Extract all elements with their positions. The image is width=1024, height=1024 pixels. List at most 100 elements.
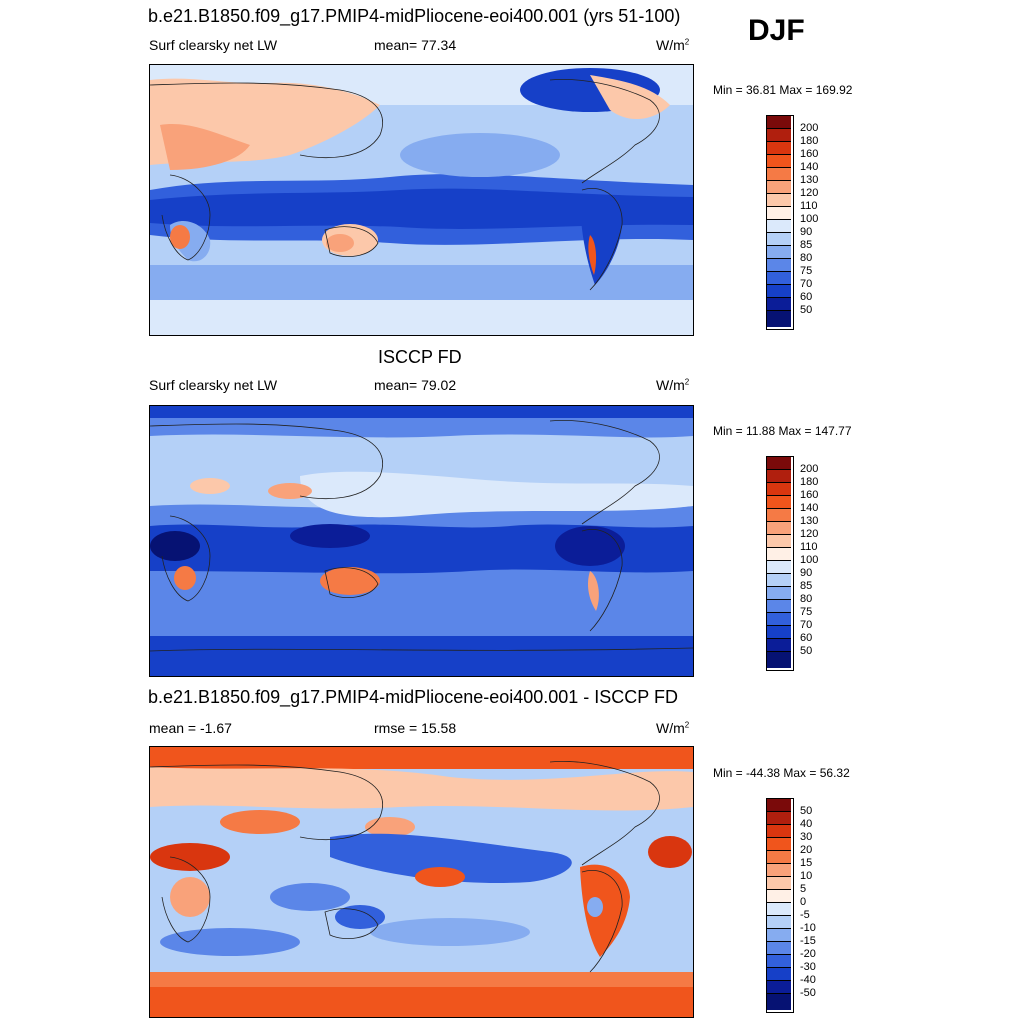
panel-2-colorbar-box: [767, 548, 791, 561]
panel-3-colorbar-label: 40: [800, 818, 813, 830]
panel-2-colorbar-box: [767, 613, 791, 626]
panel-2-units: W/m2: [656, 377, 689, 393]
season-label: DJF: [748, 14, 805, 47]
panel-2-colorbar-box: [767, 561, 791, 574]
panel-1-colorbar-box: [767, 259, 791, 272]
panel-2-variable-label: Surf clearsky net LW: [149, 377, 278, 393]
panel-2-colorbar-label: 120: [800, 528, 819, 540]
panel-3-colorbar-box: [767, 825, 791, 838]
panel-1-colorbar-box: [767, 207, 791, 220]
panel-1-map-field: [150, 65, 693, 335]
panel-1-colorbar-box: [767, 142, 791, 155]
panel-3-colorbar-box: [767, 877, 791, 890]
panel-3-colorbar-label: -30: [800, 961, 816, 973]
panel-2-colorbar-box: [767, 535, 791, 548]
panel-3-colorbar-box: [767, 799, 791, 812]
panel-3-colorbar-label: 5: [800, 883, 807, 895]
panel-2-colorbar-box: [767, 600, 791, 613]
panel-3-colorbar-label: 20: [800, 844, 813, 856]
panel-2-colorbar-box: [767, 470, 791, 483]
panel-3-colorbar-label: 50: [800, 805, 813, 817]
panel-1-units: W/m2: [656, 37, 689, 53]
panel-3-colorbar-box: [767, 916, 791, 929]
panel-1-colorbar-label: 85: [800, 239, 813, 251]
panel-3-colorbar-label: -40: [800, 974, 816, 986]
panel-2-colorbar: [766, 456, 794, 671]
panel-3-colorbar-label: -5: [800, 909, 810, 921]
panel-2-colorbar-label: 140: [800, 502, 819, 514]
panel-1-colorbar: [766, 115, 794, 330]
panel-1-minmax: Min = 36.81 Max = 169.92: [713, 83, 853, 97]
panel-2-colorbar-label: 180: [800, 476, 819, 488]
panel-1-colorbar-label: 180: [800, 135, 819, 147]
panel-2-colorbar-box: [767, 587, 791, 600]
panel-1-colorbar-label: 90: [800, 226, 813, 238]
panel-1-colorbar-label: 130: [800, 174, 819, 186]
panel-3-colorbar-box: [767, 955, 791, 968]
panel-2-colorbar-label: 100: [800, 554, 819, 566]
panel-2-minmax: Min = 11.88 Max = 147.77: [713, 424, 852, 438]
panel-3-colorbar-box: [767, 903, 791, 916]
panel-2-colorbar-label: 75: [800, 606, 813, 618]
panel-3-title: b.e21.B1850.f09_g17.PMIP4-midPliocene-eo…: [148, 687, 678, 707]
panel-2-colorbar-label: 110: [800, 541, 818, 553]
panel-1-colorbar-label: 60: [800, 291, 813, 303]
panel-3-colorbar: [766, 798, 794, 1013]
panel-3-units-text: W/m: [656, 720, 685, 736]
panel-2-colorbar-label: 50: [800, 645, 813, 657]
panel-2-colorbar-box: [767, 574, 791, 587]
panel-2-colorbar-box: [767, 457, 791, 470]
panel-1-colorbar-box: [767, 168, 791, 181]
panel-1-colorbar-box: [767, 246, 791, 259]
panel-3-colorbar-box: [767, 994, 791, 1010]
panel-2-units-text: W/m: [656, 377, 685, 393]
panel-3-colorbar-box: [767, 968, 791, 981]
panel-1-colorbar-box: [767, 194, 791, 207]
panel-2-colorbar-box: [767, 522, 791, 535]
panel-1-units-sup: 2: [684, 37, 690, 47]
panel-1-colorbar-label: 50: [800, 304, 813, 316]
panel-2-colorbar-box: [767, 626, 791, 639]
panel-1-colorbar-box: [767, 298, 791, 311]
panel-3-colorbar-label: 15: [800, 857, 813, 869]
panel-2-colorbar-box: [767, 496, 791, 509]
panel-2-mean-label: mean= 79.02: [374, 377, 457, 393]
panel-2-units-sup: 2: [684, 377, 690, 387]
panel-1-variable-label: Surf clearsky net LW: [149, 37, 278, 53]
panel-1-map: [149, 64, 694, 336]
panel-3-colorbar-label: -10: [800, 922, 816, 934]
panel-1-colorbar-box: [767, 129, 791, 142]
panel-2-colorbar-label: 85: [800, 580, 813, 592]
panel-3-colorbar-box: [767, 838, 791, 851]
panel-1-colorbar-label: 200: [800, 122, 819, 134]
panel-2-colorbar-box: [767, 639, 791, 652]
panel-1-colorbar-box: [767, 285, 791, 298]
panel-3-colorbar-box: [767, 864, 791, 877]
panel-2-colorbar-label: 90: [800, 567, 813, 579]
panel-3-minmax: Min = -44.38 Max = 56.32: [713, 766, 850, 780]
panel-3-map: [149, 746, 694, 1018]
panel-3-units: W/m2: [656, 720, 689, 736]
panel-1-colorbar-box: [767, 116, 791, 129]
panel-3-colorbar-label: 0: [800, 896, 807, 908]
panel-3-colorbar-label: -20: [800, 948, 816, 960]
panel-1-colorbar-label: 140: [800, 161, 819, 173]
panel-1-colorbar-box: [767, 272, 791, 285]
panel-1-title: b.e21.B1850.f09_g17.PMIP4-midPliocene-eo…: [148, 6, 681, 26]
panel-2-map: [149, 405, 694, 677]
panel-2-colorbar-label: 200: [800, 463, 819, 475]
panel-3-units-sup: 2: [684, 720, 690, 730]
panel-1-colorbar-label: 120: [800, 187, 819, 199]
panel-2-colorbar-label: 160: [800, 489, 819, 501]
panel-3-colorbar-label: 10: [800, 870, 813, 882]
panel-1-units-text: W/m: [656, 37, 685, 53]
panel-3-colorbar-box: [767, 851, 791, 864]
panel-1-colorbar-label: 110: [800, 200, 818, 212]
panel-1-colorbar-box: [767, 220, 791, 233]
panel-2-colorbar-label: 60: [800, 632, 813, 644]
panel-1-colorbar-label: 75: [800, 265, 813, 277]
panel-3-rmse-label: rmse = 15.58: [374, 720, 457, 736]
panel-2-colorbar-box: [767, 483, 791, 496]
panel-1-colorbar-label: 160: [800, 148, 819, 160]
panel-2-colorbar-box: [767, 509, 791, 522]
